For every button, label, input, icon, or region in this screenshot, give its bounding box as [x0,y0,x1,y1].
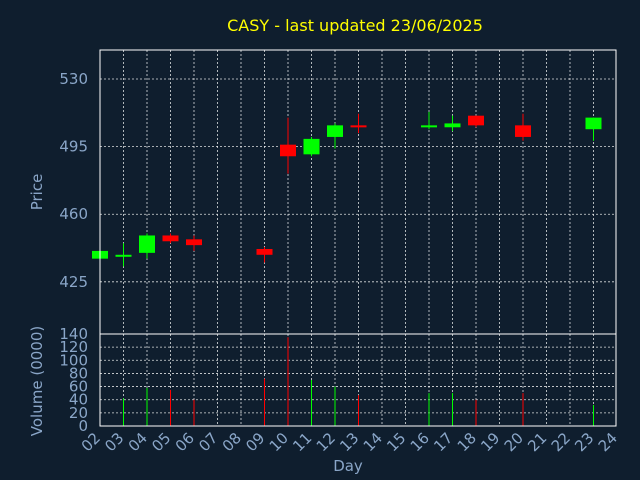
day-tick-label: 19 [477,429,503,455]
volume-tick-label: 20 [69,404,88,422]
day-tick-label: 10 [266,429,292,455]
candle-body [468,115,484,126]
price-candles [92,111,602,267]
volume-tick-label: 140 [59,325,88,343]
day-tick-label: 07 [195,429,221,455]
volume-tick-label: 80 [69,364,88,382]
price-tick-label: 425 [59,273,88,291]
chart-title: CASY - last updated 23/06/2025 [227,16,483,35]
day-axis-label: Day [333,457,363,475]
candle-body [115,254,132,257]
candle-body [280,144,296,157]
day-tick-label: 22 [548,429,574,455]
volume-bars [123,337,594,426]
price-axis-ticks: 425 460 495 530 [59,70,88,291]
day-tick-label: 05 [148,429,174,455]
day-tick-label: 23 [571,429,597,455]
volume-axis-label: Volume (0000) [28,326,46,436]
volume-tick-label: 120 [59,338,88,356]
day-tick-label: 03 [101,429,127,455]
price-axis-label: Price [28,174,46,211]
volume-tick-label: 40 [69,391,88,409]
candle-body [303,138,320,155]
grid-layer [100,50,616,426]
candle-body [256,248,273,255]
candle-body [139,235,155,253]
day-tick-label: 24 [595,429,621,455]
price-tick-label: 530 [59,70,88,88]
candle-body [327,125,343,137]
day-tick-label: 21 [524,429,550,455]
volume-tick-label: 60 [69,378,88,396]
candle-body [186,239,202,246]
price-tick-label: 460 [59,205,88,223]
candle-body [444,123,461,128]
volume-tick-label: 0 [78,417,88,435]
day-tick-label: 09 [242,429,268,455]
day-tick-label: 11 [289,429,315,455]
candle-body [162,235,179,242]
candle-body [585,117,602,130]
day-tick-label: 04 [125,429,151,455]
volume-panel-frame [99,333,617,427]
day-tick-label: 12 [313,429,339,455]
day-tick-label: 13 [336,429,362,455]
day-tick-label: 16 [407,429,433,455]
volume-tick-label: 100 [59,351,88,369]
day-axis-ticks: 0203040506070809101112131415161718192021… [78,429,621,455]
price-panel-frame [99,49,617,335]
price-tick-label: 495 [59,138,88,156]
day-tick-label: 08 [219,429,245,455]
day-tick-label: 17 [430,429,456,455]
day-tick-label: 15 [383,429,409,455]
candle-body [350,125,367,128]
day-tick-label: 06 [172,429,198,455]
day-tick-label: 14 [360,429,386,455]
candle-body [515,125,531,137]
day-tick-label: 20 [501,429,527,455]
day-tick-label: 18 [454,429,480,455]
candle-body [421,125,437,128]
